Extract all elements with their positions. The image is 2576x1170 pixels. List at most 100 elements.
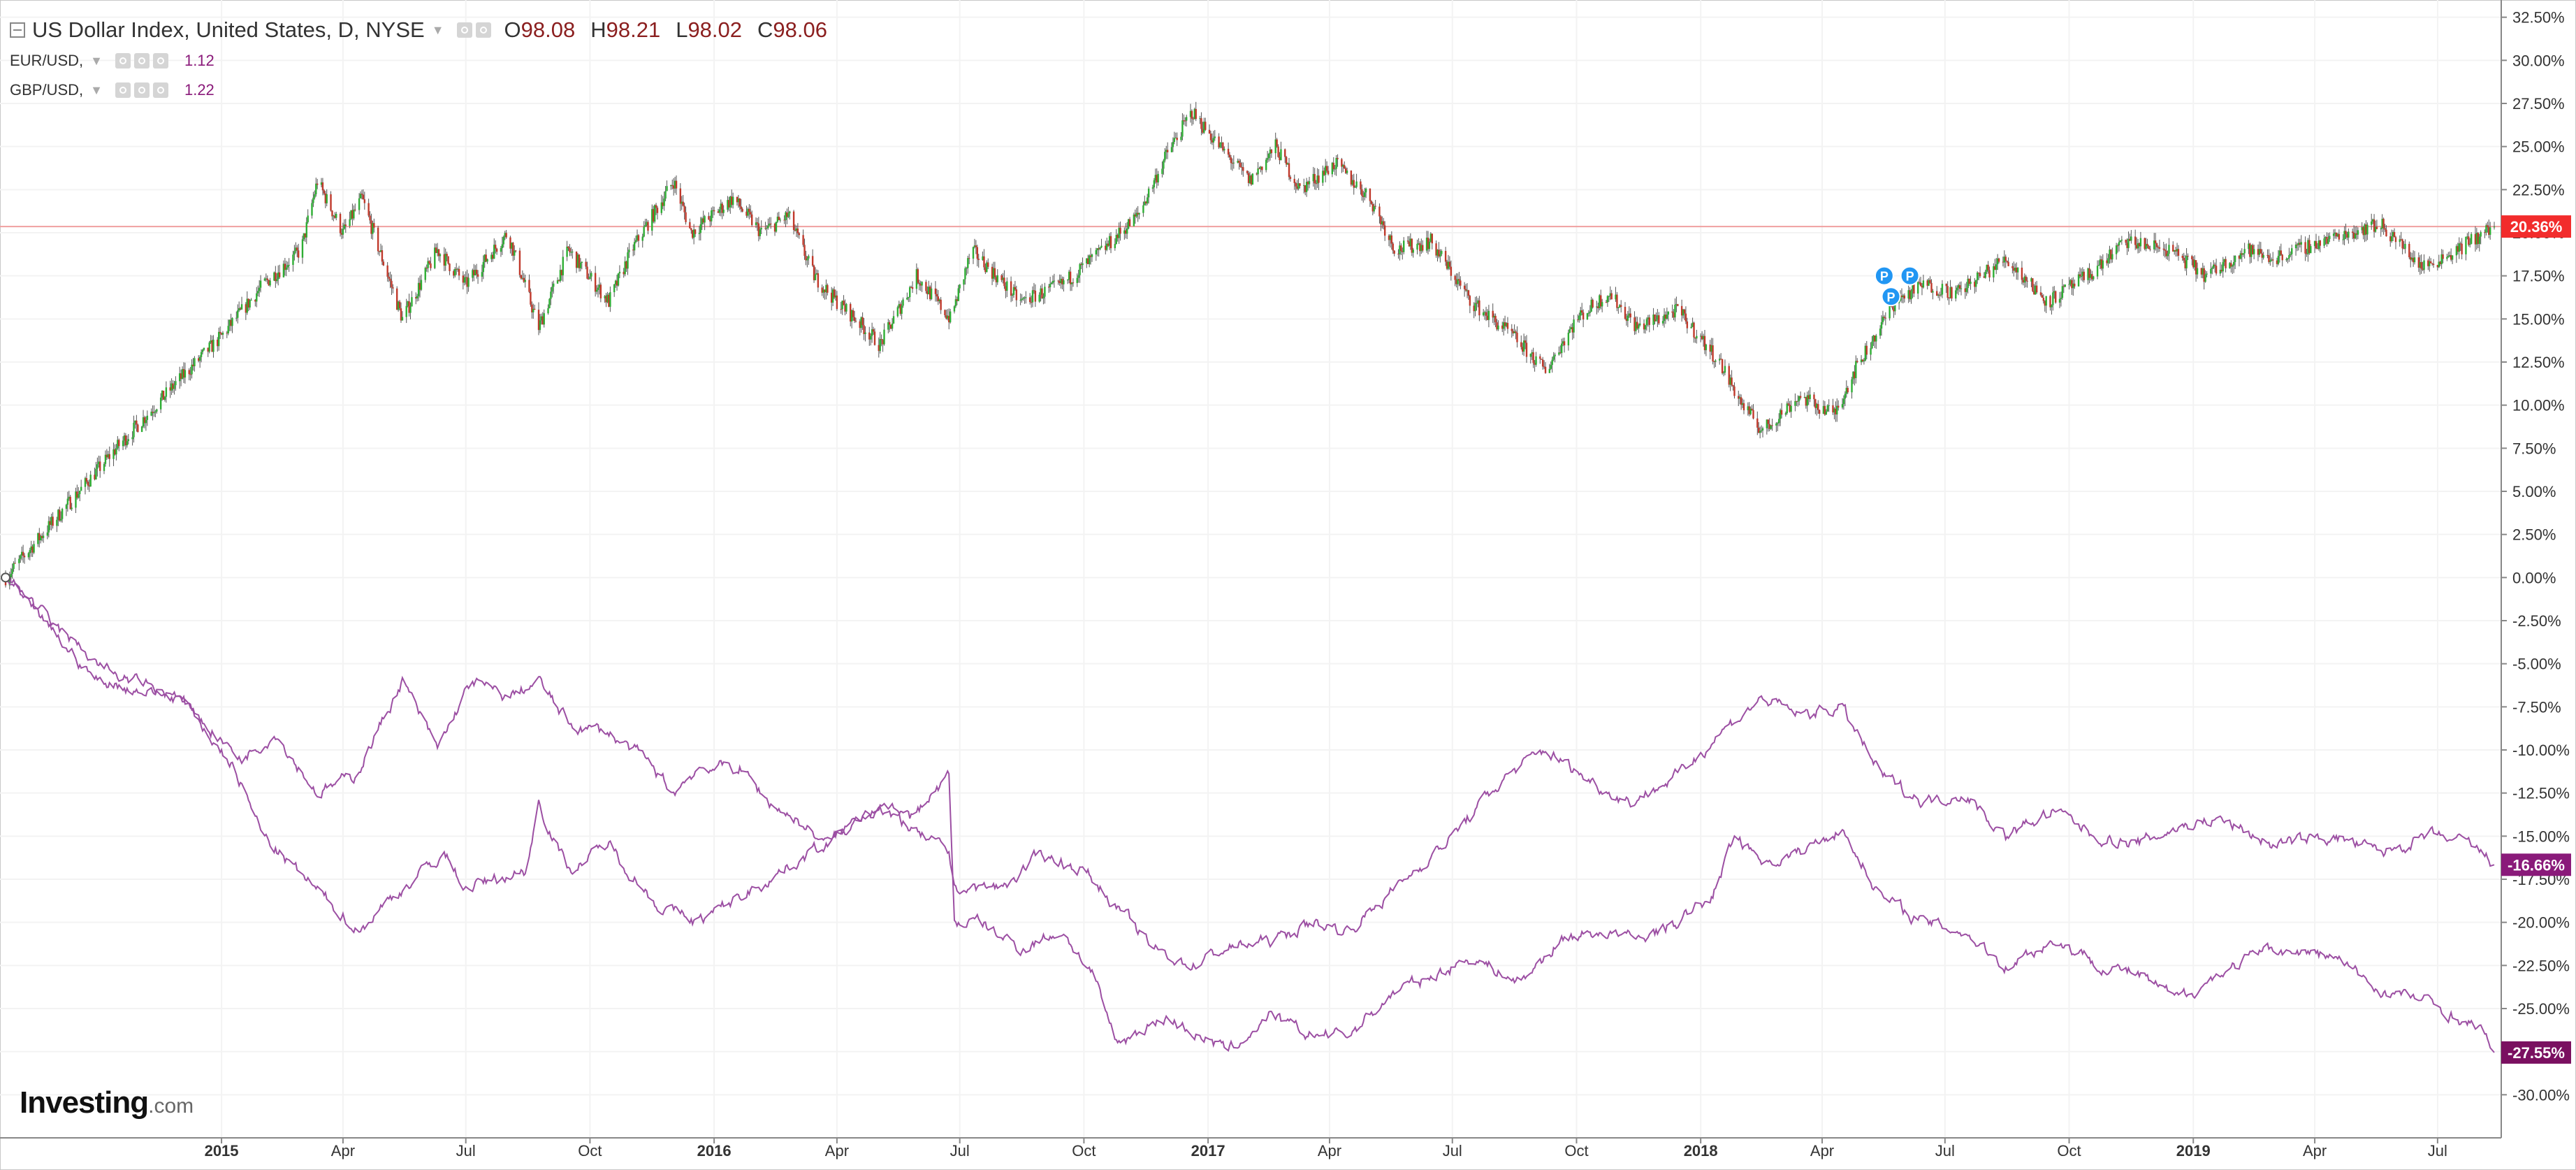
candle-body [1759, 431, 1761, 433]
close-icon[interactable] [152, 53, 168, 68]
candle-body [1855, 361, 1857, 379]
candle-body [192, 364, 194, 367]
candle-body [1378, 206, 1381, 217]
candle-body [1446, 261, 1448, 269]
collapse-legend-icon[interactable] [10, 22, 25, 38]
event-marker-circle[interactable] [1900, 266, 1920, 286]
candle-body [908, 297, 910, 298]
candle-body [646, 222, 648, 226]
event-marker-circle[interactable] [1881, 287, 1901, 307]
candle-body [925, 282, 927, 291]
candle-body [1344, 165, 1346, 168]
candle-body [617, 273, 620, 286]
candle-body [1276, 139, 1278, 147]
x-tick-label: Jul [1443, 1142, 1462, 1160]
candle-body [1544, 366, 1547, 373]
chevron-down-icon[interactable]: ▼ [90, 53, 103, 68]
candle-body [2053, 291, 2055, 293]
candle-body [1125, 230, 1127, 234]
candle-body [481, 272, 483, 277]
candle-body [1237, 161, 1239, 163]
candle-body [789, 211, 791, 214]
candle-body [1516, 332, 1518, 342]
candle-body [1693, 322, 1695, 338]
candle-body [1775, 423, 1777, 426]
candle-body [1353, 180, 1355, 188]
candle-body [1412, 250, 1414, 253]
visibility-icon[interactable] [115, 53, 131, 68]
legend-eur-usd[interactable]: EUR/USD, ▼ 1.12 [10, 46, 843, 75]
visibility-icon[interactable] [115, 82, 131, 98]
candle-body [708, 216, 710, 220]
candle-body [1436, 250, 1439, 256]
candle-body [1983, 276, 1986, 278]
candle-body [2157, 247, 2160, 248]
candle-body [1515, 331, 1517, 333]
candle-body [2307, 240, 2309, 254]
settings-icon[interactable] [475, 22, 491, 38]
candle-body [879, 339, 881, 352]
legend-gbp-usd[interactable]: GBP/USD, ▼ 1.22 [10, 75, 843, 105]
candle-body [1554, 354, 1556, 356]
candle-body [191, 364, 193, 375]
candle-body [1768, 424, 1770, 429]
candle-body [2134, 236, 2137, 245]
candle-body [228, 319, 231, 326]
candle-body [1836, 405, 1838, 414]
candle-body [305, 222, 307, 238]
candle-body [2051, 305, 2053, 308]
candle-body [378, 251, 381, 252]
candle-body [112, 449, 115, 459]
candle-body [59, 519, 62, 521]
candle-body [1181, 120, 1184, 137]
close-icon[interactable] [152, 82, 168, 98]
candle-body [256, 293, 258, 302]
candle-body [598, 284, 601, 288]
candle-body [297, 250, 300, 258]
settings-icon[interactable] [133, 82, 150, 98]
candle-body [831, 289, 834, 303]
candle-body [1675, 304, 1678, 305]
candle-body [1389, 235, 1392, 240]
candle-body [1741, 403, 1744, 405]
event-markers[interactable]: PPP [1874, 266, 1920, 307]
candle-body [1058, 281, 1061, 284]
event-marker-circle[interactable] [1874, 266, 1894, 286]
candle-body [454, 268, 456, 276]
candle-body [1335, 157, 1337, 169]
chevron-down-icon[interactable]: ▼ [90, 82, 103, 97]
settings-icon[interactable] [133, 53, 150, 68]
candle-body [1208, 129, 1211, 134]
visibility-icon[interactable] [456, 22, 472, 38]
y-axis[interactable]: 32.50%30.00%27.50%25.00%22.50%20.00%17.5… [2501, 0, 2570, 1138]
candle-body [2419, 261, 2421, 268]
candle-body [704, 216, 706, 223]
candle-body [1033, 290, 1035, 291]
candle-body [1799, 396, 1802, 398]
candle-body [2393, 232, 2396, 238]
candle-body [599, 284, 602, 298]
candle-body [1657, 315, 1659, 320]
candle-body [1652, 315, 1654, 325]
x-axis[interactable]: 2015 Apr Jul Oct 2016 Apr Jul Oct 2017 Apr Jul Oct 2… [0, 1137, 2501, 1160]
candle-body [1751, 408, 1753, 410]
candle-body [1202, 129, 1204, 133]
candle-body [263, 278, 266, 281]
candle-body [2177, 249, 2180, 256]
candle-body [1325, 166, 1328, 171]
candle-body [1900, 295, 1903, 298]
candle-body [368, 203, 370, 216]
candle-body [324, 193, 327, 203]
gbp-last-value-badge [2501, 1041, 2571, 1064]
candle-body [1142, 205, 1144, 213]
candle-body [307, 215, 309, 222]
candle-body [1902, 295, 1905, 298]
x-tick-label: Apr [1318, 1142, 1341, 1160]
candle-body [850, 310, 853, 322]
x-tick-label: Apr [1810, 1142, 1834, 1160]
legend-main-series[interactable]: US Dollar Index, United States, D, NYSE … [10, 14, 843, 46]
candle-body [2173, 250, 2176, 252]
chevron-down-icon[interactable]: ▼ [431, 22, 444, 37]
candle-body [2222, 262, 2224, 272]
